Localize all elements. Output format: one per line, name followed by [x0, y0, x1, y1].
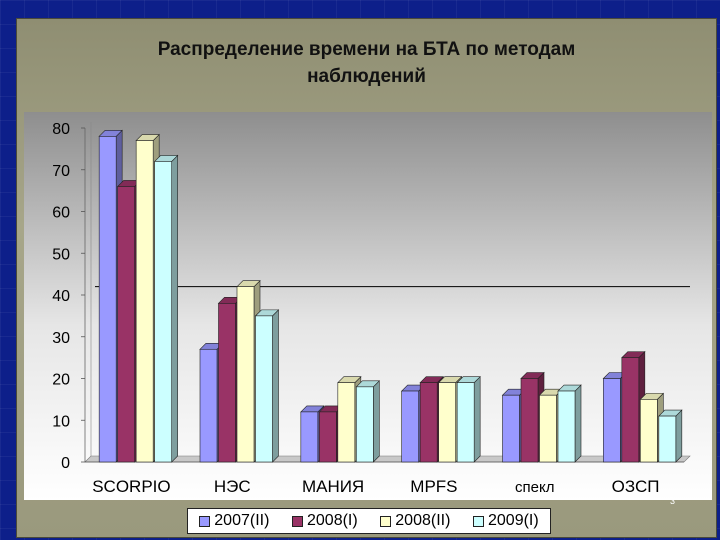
legend-swatch — [199, 515, 211, 527]
y-tick-label: 20 — [52, 372, 70, 389]
legend-item: 2008(I) — [292, 512, 358, 530]
x-tick-label: спекл — [515, 479, 554, 496]
bar-2009(I)-ОЗСП — [658, 415, 677, 463]
legend-swatch — [292, 515, 303, 527]
bar-2008(I)-спекл — [520, 378, 539, 463]
bar-2007(II)-MPFS — [401, 390, 419, 463]
bar-side — [171, 154, 178, 463]
legend-label: 2009(I) — [488, 512, 539, 529]
bar-side — [574, 384, 582, 463]
y-tick-label: 50 — [52, 246, 70, 263]
slide-number: 3 — [670, 496, 676, 506]
bar-2008(I)-МАНИЯ — [319, 411, 337, 463]
bar-2009(I)-спекл — [557, 390, 576, 463]
bar-2008(II)-МАНИЯ — [337, 382, 356, 463]
bar-2008(I)-ОЗСП — [621, 357, 640, 463]
x-tick-label: MPFS — [410, 477, 457, 496]
bar-2008(I)-SCORPIO — [117, 186, 135, 463]
x-tick-label: МАНИЯ — [302, 477, 364, 496]
y-tick-label: 80 — [52, 121, 70, 138]
legend-item: 2008(II) — [380, 512, 450, 530]
legend-swatch — [380, 515, 392, 527]
chart-legend: 2007(II) 2008(I) 2008(II) 2009(I) — [187, 508, 551, 534]
bar-2008(II)-НЭС — [236, 286, 255, 463]
legend-item: 2007(II) — [199, 512, 269, 530]
bar-2007(II)-ОЗСП — [603, 378, 621, 463]
bar-side — [272, 309, 279, 463]
legend-label: 2008(I) — [307, 512, 358, 529]
bar-2007(II)-SCORPIO — [98, 136, 117, 463]
bar-2007(II)-НЭС — [199, 348, 218, 463]
y-tick-label: 30 — [52, 330, 70, 347]
bar-2007(II)-МАНИЯ — [300, 411, 319, 463]
y-tick-label: 10 — [52, 413, 70, 430]
x-tick-label: SCORPIO — [92, 477, 170, 496]
bar-2008(I)-MPFS — [419, 382, 438, 463]
bar-2008(I)-НЭС — [218, 303, 236, 463]
x-tick-label: ОЗСП — [612, 477, 660, 496]
bar-side — [373, 380, 380, 463]
y-tick-label: 40 — [52, 288, 70, 305]
legend-label: 2007(II) — [214, 512, 270, 529]
bar-2008(II)-MPFS — [438, 382, 456, 463]
bar-2009(I)-MPFS — [456, 382, 475, 463]
bar-side — [473, 375, 481, 463]
bar-2009(I)-НЭС — [255, 315, 273, 463]
bar-2008(II)-SCORPIO — [135, 140, 154, 463]
y-tick-label: 0 — [61, 455, 70, 472]
bar-2009(I)-SCORPIO — [154, 161, 172, 463]
x-tick-label: НЭС — [214, 477, 251, 496]
chart-title-line-1: Распределение времени на БТА по методам — [157, 39, 576, 60]
chart-title: Распределение времени на БТА по методам … — [16, 36, 717, 90]
chart-title-line-2: наблюдений — [307, 66, 426, 87]
bar-2008(II)-ОЗСП — [640, 399, 658, 463]
y-tick-label: 70 — [52, 163, 70, 180]
y-tick-label: 60 — [52, 205, 70, 222]
bar-side — [675, 409, 683, 463]
legend-swatch — [473, 515, 484, 527]
bar-2008(II)-спекл — [539, 394, 557, 463]
legend-label: 2008(II) — [395, 512, 451, 529]
bar-2009(I)-МАНИЯ — [356, 386, 374, 463]
bar-2007(II)-спекл — [502, 394, 520, 463]
legend-item: 2009(I) — [473, 512, 539, 530]
